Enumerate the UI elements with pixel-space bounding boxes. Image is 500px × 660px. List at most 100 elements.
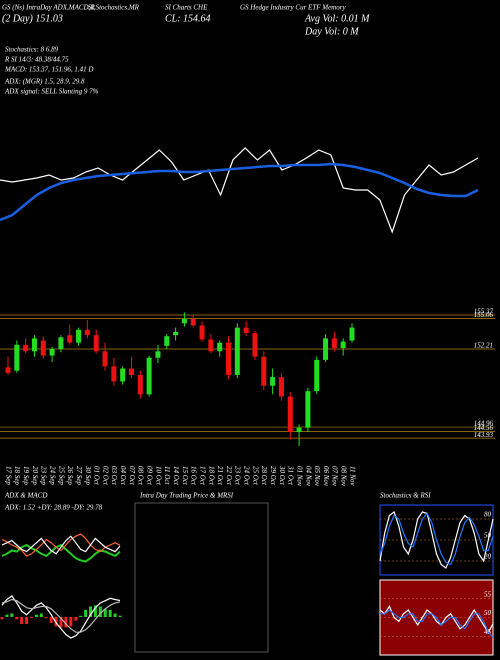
header-value: Day Vol: 0 M xyxy=(304,26,359,37)
x-tick-label: 23 Oct xyxy=(234,466,242,486)
header-value: Avg Vol: 0.01 M xyxy=(304,13,370,24)
x-tick-label: 21 Oct xyxy=(216,466,224,486)
series-line xyxy=(1,533,121,557)
histogram-bar xyxy=(5,614,9,617)
x-tick-label: 04 Oct xyxy=(119,466,127,486)
series-line xyxy=(1,598,121,633)
candle-body xyxy=(49,349,55,356)
stat: Stochastics: 8 6.89 xyxy=(5,46,59,54)
header-value: CL: 154.64 xyxy=(165,13,211,24)
x-tick-label: 08 Nov xyxy=(340,466,348,487)
series-line xyxy=(379,512,494,566)
x-tick-label: 28 Oct xyxy=(260,466,268,486)
x-tick-label: 11 Nov xyxy=(348,466,356,486)
candle-body xyxy=(58,337,64,350)
candle-body xyxy=(111,366,117,382)
histogram-bar xyxy=(93,605,97,617)
candle-body xyxy=(270,377,276,386)
candle-body xyxy=(234,327,240,375)
x-tick-label: 24 Sep xyxy=(48,466,56,485)
histogram-bar xyxy=(59,617,63,628)
x-tick-label: 30 Sep xyxy=(84,465,92,485)
histogram-bar xyxy=(25,617,29,624)
histogram-bar xyxy=(0,617,4,620)
header-text: GS (Ns) IntraDay ADX,MACD,R xyxy=(2,4,95,12)
x-tick-label: 27 Sep xyxy=(75,466,83,485)
series-line xyxy=(379,511,494,569)
histogram-bar xyxy=(79,615,83,617)
histogram-bar xyxy=(30,617,33,619)
histogram-bar xyxy=(49,617,53,623)
x-tick-label: 26 Sep xyxy=(66,466,74,485)
histogram-bar xyxy=(74,617,78,621)
histogram-bar xyxy=(69,617,73,627)
panel-title: Stochastics & RSI xyxy=(380,492,431,500)
stat: R SI 14/3: 48.38/44.75 xyxy=(4,56,69,64)
candle-body xyxy=(287,396,293,433)
x-tick-label: 15 Oct xyxy=(181,466,189,486)
x-tick-label: 23 Sep xyxy=(40,466,48,485)
candle-body xyxy=(208,339,214,352)
candle-body xyxy=(84,329,90,336)
x-tick-label: 29 Oct xyxy=(269,466,277,486)
x-tick-label: 18 Sep xyxy=(13,466,21,485)
x-tick-label: 31 Oct xyxy=(287,465,295,486)
header-text: GS Hedge Industry Cur ETF Memory xyxy=(240,4,346,12)
x-tick-label: 01 Nov xyxy=(295,466,303,487)
x-tick-label: 17 Oct xyxy=(198,466,206,486)
candle-body xyxy=(323,338,329,360)
x-tick-label: 30 Oct xyxy=(278,465,286,486)
candle-body xyxy=(164,336,170,346)
candle-body xyxy=(40,340,46,356)
candle-body xyxy=(128,368,134,375)
x-tick-label: 18 Oct xyxy=(207,466,215,486)
histogram-bar xyxy=(20,617,24,624)
y-tick-label: 20 xyxy=(484,553,492,561)
candle-body xyxy=(146,357,152,395)
y-tick-label: 55 xyxy=(484,590,492,598)
histogram-bar xyxy=(118,615,122,617)
candle-body xyxy=(14,344,20,371)
x-tick-label: 24 Oct xyxy=(243,466,251,486)
candle-body xyxy=(31,338,37,352)
candle-body xyxy=(93,335,99,352)
candle-body xyxy=(137,374,143,395)
candle-body xyxy=(102,351,108,367)
histogram-bar xyxy=(103,608,107,617)
x-tick-label: 22 Oct xyxy=(225,466,233,486)
x-tick-label: 17 Sep xyxy=(4,466,12,485)
candle-body xyxy=(199,325,205,340)
series-line xyxy=(1,595,121,639)
y-tick-label: 80 xyxy=(484,511,492,519)
series-line xyxy=(1,535,121,555)
x-tick-label: 11 Oct xyxy=(163,466,171,485)
candle-body xyxy=(252,332,258,357)
x-tick-label: 04 Nov xyxy=(304,466,312,487)
candle-body xyxy=(305,391,311,428)
candle-body xyxy=(261,356,267,386)
x-tick-label: 09 Oct xyxy=(146,466,154,486)
histogram-bar xyxy=(98,606,102,617)
x-tick-label: 16 Oct xyxy=(190,466,198,486)
x-tick-label: 01 Oct xyxy=(93,466,101,486)
panel-subtitle: ADX: 1.52 +DY: 28.89 -DY: 29.78 xyxy=(4,504,103,512)
candle-body xyxy=(314,359,320,392)
x-tick-label: 19 Sep xyxy=(22,466,30,485)
candle-body xyxy=(226,342,232,375)
x-tick-label: 14 Oct xyxy=(172,466,180,486)
header-text: SI,Stochastics,MR xyxy=(88,4,140,12)
x-tick-label: 10 Oct xyxy=(154,466,162,486)
x-tick-label: 08 Oct xyxy=(137,466,145,486)
intraday-panel xyxy=(134,502,269,653)
header-text: SI Charts CHE xyxy=(165,4,208,12)
candle-body xyxy=(155,351,161,358)
candle-body xyxy=(190,318,196,326)
histogram-bar xyxy=(64,617,68,628)
price-label: 144.56 xyxy=(474,424,494,432)
candle-body xyxy=(340,341,346,349)
series-line xyxy=(1,543,121,563)
panel-title: ADX & MACD xyxy=(4,492,47,500)
candle-body xyxy=(76,329,82,343)
histogram-bar xyxy=(34,614,38,617)
price-label: 155.06 xyxy=(474,311,494,319)
